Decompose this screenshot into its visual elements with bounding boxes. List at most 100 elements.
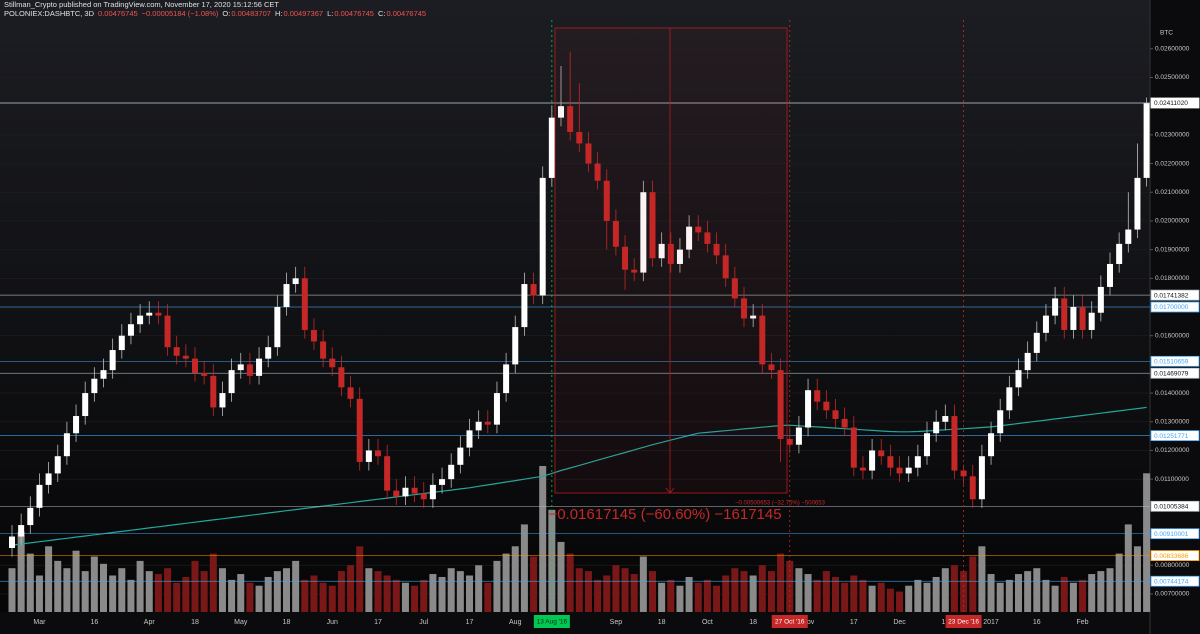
candle-body bbox=[548, 117, 555, 178]
candle-body bbox=[1015, 370, 1022, 388]
candle-body bbox=[558, 106, 564, 118]
volume-bar bbox=[731, 568, 739, 612]
header-text: 0.00497367 bbox=[283, 9, 323, 18]
candles bbox=[9, 51, 1150, 557]
candle-body bbox=[210, 375, 217, 408]
candle-body bbox=[1134, 177, 1141, 230]
x-tick-label: Feb bbox=[1077, 619, 1089, 626]
candle-body bbox=[713, 243, 720, 256]
candle-body bbox=[612, 220, 619, 247]
x-tick-label: 2017 bbox=[983, 619, 999, 626]
header-text: C: bbox=[378, 9, 386, 18]
candle-body bbox=[265, 347, 272, 359]
volume-bar bbox=[740, 571, 748, 612]
candle-body bbox=[869, 450, 876, 471]
volume-bar bbox=[969, 556, 977, 612]
candle-body bbox=[155, 312, 162, 316]
range-small-label: −0.00500653 (−32.75%) −500653 bbox=[735, 501, 826, 507]
candle-body bbox=[466, 430, 473, 448]
y-tick-label: 0.01400000 bbox=[1155, 390, 1190, 397]
volume-bar bbox=[475, 565, 483, 612]
candle-body bbox=[859, 467, 866, 471]
volume-bar bbox=[337, 571, 345, 612]
price-lines bbox=[0, 102, 1150, 582]
price-line-label: 0.01251771 bbox=[1154, 433, 1189, 440]
price-line-label-box bbox=[1150, 500, 1200, 512]
header-text: 0.00476745 bbox=[334, 9, 374, 18]
price-line-label: 0.00833686 bbox=[1154, 553, 1189, 560]
candle-body bbox=[173, 347, 180, 356]
candle-body bbox=[246, 364, 253, 376]
y-tick-label: 0.02100000 bbox=[1155, 189, 1190, 196]
price-line-label: 0.01469079 bbox=[1154, 370, 1189, 377]
y-tick-label: 0.01800000 bbox=[1155, 275, 1190, 282]
candle-body bbox=[969, 476, 976, 500]
volume-bar bbox=[255, 585, 263, 612]
candle-body bbox=[1024, 352, 1031, 371]
volume-bar bbox=[758, 565, 766, 612]
time-axis-background bbox=[0, 612, 1150, 634]
symbol-line: POLONIEX:DASHBTC, 3D 0.00476745 −0.0000518… bbox=[4, 9, 426, 18]
candle-body bbox=[1107, 263, 1113, 287]
candle-body bbox=[301, 278, 308, 330]
x-tick-label: 16 bbox=[1033, 619, 1041, 626]
volume-bar bbox=[749, 575, 757, 612]
volume-bar bbox=[813, 579, 821, 612]
volume-bar bbox=[191, 560, 199, 612]
volume-bar bbox=[1106, 568, 1114, 612]
candle-body bbox=[823, 401, 830, 411]
price-line-label-box bbox=[1150, 301, 1200, 313]
candle-body bbox=[887, 456, 894, 468]
volume-bar bbox=[237, 574, 245, 612]
candle-body bbox=[914, 456, 921, 468]
volume-bar bbox=[941, 568, 949, 612]
volume-bar bbox=[850, 575, 858, 612]
candle-body bbox=[951, 416, 958, 471]
candle-body bbox=[1033, 332, 1040, 353]
volume-bar bbox=[209, 553, 217, 612]
header-text: POLONIEX:DASHBTC, 3D bbox=[4, 9, 95, 18]
candle-body bbox=[759, 315, 766, 365]
volume-bar bbox=[182, 576, 190, 612]
volume-bar bbox=[347, 565, 355, 612]
candle-body bbox=[686, 226, 693, 250]
volume-bar bbox=[420, 579, 428, 612]
candle-body bbox=[567, 106, 574, 132]
range-measure: −0.00500653 (−32.75%) −500653 −0.0161714… bbox=[548, 27, 826, 523]
volume-bar bbox=[127, 579, 135, 612]
candle-body bbox=[164, 315, 171, 348]
candle-body bbox=[649, 192, 656, 259]
volume-bar bbox=[703, 579, 711, 612]
date-marker-box bbox=[771, 615, 808, 628]
x-tick-label: 18 bbox=[191, 619, 199, 626]
x-tick-label: Oct bbox=[702, 619, 713, 626]
volume-bar bbox=[54, 560, 62, 612]
header-text: H: bbox=[275, 9, 283, 18]
candle-body bbox=[429, 484, 436, 500]
candle-body bbox=[512, 327, 519, 365]
volume-bar bbox=[301, 579, 309, 612]
volume-bar bbox=[164, 568, 172, 612]
candle-body bbox=[594, 163, 601, 181]
volume-bar bbox=[868, 585, 876, 612]
candle-body bbox=[988, 433, 995, 457]
candle-body bbox=[45, 473, 52, 485]
volume-bar bbox=[456, 571, 464, 612]
price-line-label-box bbox=[1150, 430, 1200, 442]
candle-body bbox=[658, 243, 665, 259]
volume-bar bbox=[484, 582, 492, 612]
candle-body bbox=[878, 450, 885, 457]
volume-bar bbox=[877, 582, 885, 612]
candle-body bbox=[219, 393, 226, 408]
candle-body bbox=[1079, 307, 1086, 330]
volume-bar bbox=[1015, 574, 1022, 612]
candle-body bbox=[1006, 387, 1013, 411]
candle-body bbox=[841, 418, 848, 428]
volume-bar bbox=[292, 560, 300, 612]
price-line-label-box bbox=[1150, 355, 1200, 367]
candle-body bbox=[805, 390, 812, 428]
volume-bar bbox=[859, 579, 867, 612]
volume-bar bbox=[1060, 576, 1068, 612]
candle-body bbox=[493, 393, 500, 425]
